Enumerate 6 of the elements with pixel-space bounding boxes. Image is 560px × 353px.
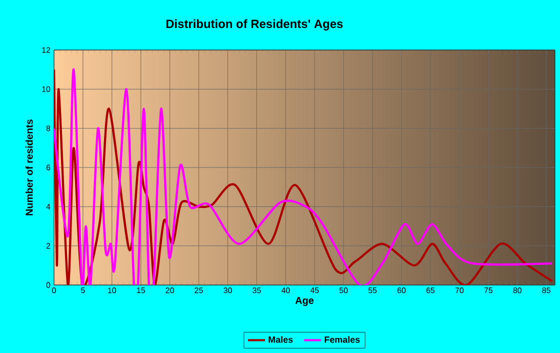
chart-title: Distribution of Residents' Ages	[166, 19, 343, 30]
y-axis-title: Number of residents	[25, 119, 33, 216]
legend-label: Females	[324, 336, 360, 343]
x-axis-title: Age	[295, 297, 314, 306]
line-series	[54, 68, 554, 285]
legend-label: Males	[268, 336, 293, 343]
